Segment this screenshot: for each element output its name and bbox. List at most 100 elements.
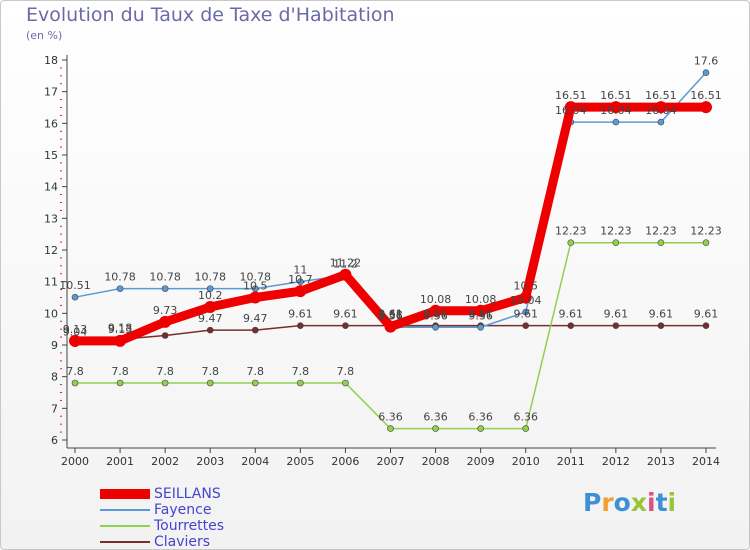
x-tick-label: 2008	[422, 455, 450, 468]
data-label-tourrettes: 7.8	[111, 365, 129, 378]
y-tick-label: 15	[44, 149, 58, 162]
data-point-seillans	[249, 291, 262, 304]
data-point-seillans	[114, 334, 127, 347]
logo-letter: t	[655, 488, 668, 517]
data-label-tourrettes: 7.8	[201, 365, 219, 378]
data-label-fayence: 9.56	[378, 309, 403, 322]
data-point-seillans	[339, 268, 352, 281]
data-point-claviers	[206, 326, 214, 334]
data-label-claviers: 9.61	[378, 308, 403, 321]
data-point-fayence	[206, 285, 214, 292]
data-label-seillans: 10.08	[465, 293, 497, 306]
data-point-tourrettes	[567, 239, 575, 247]
data-point-claviers	[251, 326, 259, 334]
data-point-claviers	[702, 322, 710, 329]
legend-item-claviers: Claviers	[100, 534, 224, 550]
data-label-tourrettes: 12.23	[600, 225, 632, 238]
data-point-tourrettes	[116, 379, 124, 387]
y-tick-label: 8	[51, 371, 58, 384]
legend-item-seillans: SEILLANS	[100, 486, 224, 502]
logo-letter: r	[601, 488, 614, 517]
data-point-seillans	[384, 320, 397, 333]
data-label-claviers: 9.18	[108, 321, 133, 334]
data-point-tourrettes	[612, 239, 620, 247]
x-tick-label: 2004	[241, 455, 269, 468]
y-tick-label: 7	[51, 402, 58, 415]
data-label-seillans: 16.51	[690, 89, 722, 102]
data-label-tourrettes: 7.8	[247, 365, 265, 378]
data-point-seillans	[654, 101, 667, 114]
y-tick-label: 6	[51, 434, 58, 447]
data-point-seillans	[609, 101, 622, 114]
data-label-seillans: 11.22	[330, 257, 362, 270]
data-point-claviers	[612, 322, 620, 329]
data-point-seillans	[429, 304, 442, 317]
data-label-claviers: 9.04	[63, 326, 88, 339]
data-point-tourrettes	[251, 379, 259, 387]
x-tick-label: 2013	[647, 455, 675, 468]
legend-label-seillans: SEILLANS	[154, 486, 221, 502]
data-label-claviers: 9.61	[559, 308, 584, 321]
data-point-fayence	[116, 285, 124, 292]
data-label-fayence: 11	[293, 264, 307, 277]
data-point-fayence	[612, 118, 620, 126]
x-tick-label: 2002	[151, 455, 179, 468]
data-point-fayence	[477, 323, 484, 331]
data-label-seillans: 9.73	[153, 304, 178, 317]
x-tick-label: 2012	[602, 455, 630, 468]
data-label-fayence: 10.51	[59, 279, 91, 292]
logo-letter: P	[583, 488, 602, 517]
x-tick-label: 2003	[196, 455, 224, 468]
data-label-fayence: 10.78	[240, 271, 272, 284]
data-label-claviers: 9.61	[604, 308, 629, 321]
data-point-tourrettes	[432, 425, 439, 432]
data-label-claviers: 9.47	[243, 312, 268, 325]
data-label-fayence: 9.56	[423, 309, 448, 322]
data-label-seillans: 10.7	[288, 273, 313, 286]
data-label-claviers: 9.61	[288, 308, 313, 321]
data-label-seillans: 16.51	[555, 89, 587, 102]
data-label-fayence: 16.04	[555, 104, 587, 117]
data-label-tourrettes: 6.36	[513, 411, 538, 424]
data-point-tourrettes	[297, 379, 304, 387]
data-label-seillans: 10.2	[198, 289, 223, 302]
data-point-tourrettes	[206, 379, 214, 387]
data-label-seillans: 10.5	[513, 280, 538, 293]
x-tick-label: 2005	[286, 455, 314, 468]
data-point-tourrettes	[477, 425, 484, 432]
data-label-tourrettes: 7.8	[337, 365, 355, 378]
logo-letter: x	[630, 488, 647, 517]
data-label-tourrettes: 6.36	[468, 411, 493, 424]
logo-letter: i	[667, 488, 677, 517]
data-point-claviers	[342, 322, 349, 329]
data-label-tourrettes: 7.8	[292, 365, 310, 378]
x-tick-label: 2006	[331, 455, 359, 468]
data-label-fayence: 10.78	[194, 271, 226, 284]
data-label-tourrettes: 6.36	[378, 411, 403, 424]
y-tick-label: 11	[44, 276, 58, 289]
y-tick-label: 9	[51, 339, 58, 352]
data-point-seillans	[519, 291, 532, 304]
y-tick-label: 13	[44, 212, 58, 225]
data-point-seillans	[474, 304, 487, 317]
data-point-seillans	[564, 101, 577, 114]
data-label-seillans: 9.13	[63, 323, 88, 336]
data-label-seillans: 9.13	[108, 323, 133, 336]
data-point-claviers	[297, 322, 304, 329]
legend-swatch-fayence	[100, 509, 150, 511]
x-tick-label: 2011	[557, 455, 585, 468]
legend-swatch-claviers	[100, 541, 150, 543]
y-tick-label: 18	[44, 54, 58, 67]
data-label-tourrettes: 12.23	[555, 225, 587, 238]
x-tick-label: 2001	[106, 455, 134, 468]
data-point-fayence	[432, 323, 439, 331]
data-label-claviers: 9.61	[333, 308, 358, 321]
data-point-seillans	[700, 101, 712, 114]
data-point-tourrettes	[657, 239, 665, 247]
data-label-seillans: 10.5	[243, 280, 268, 293]
data-label-tourrettes: 7.8	[156, 365, 174, 378]
data-label-seillans: 16.51	[645, 89, 677, 102]
data-label-claviers: 9.61	[423, 308, 448, 321]
data-point-fayence	[657, 118, 665, 126]
unit-label: (en %)	[26, 29, 63, 42]
